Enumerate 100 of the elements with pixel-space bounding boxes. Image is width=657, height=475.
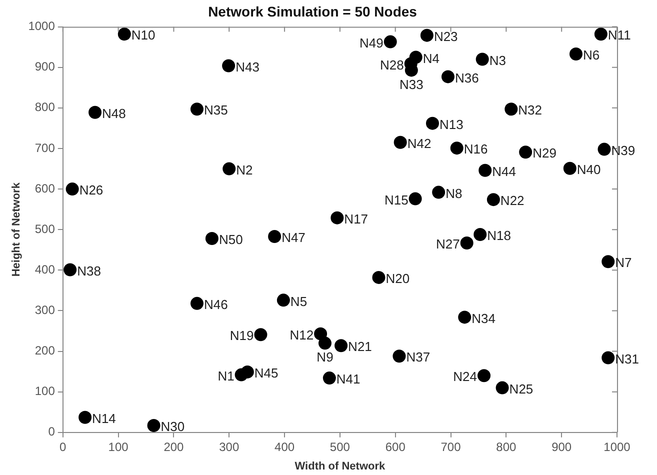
annotation: N39 [611,142,636,158]
point [496,381,509,394]
annotation: N40 [576,162,601,177]
x-tick-label: 600 [385,440,406,454]
annotation: N8 [446,186,462,201]
annotation: N21 [348,339,372,354]
point [118,28,131,41]
annotation: N49 [360,35,384,50]
annotation: N10 [131,28,156,43]
point [334,339,348,352]
y-tick-label: 1000 [28,19,56,34]
annotation: N27 [436,236,460,252]
annotation: N3 [489,52,506,68]
annotation: N36 [455,70,479,86]
annotation: N14 [92,410,116,426]
annotation: N38 [77,263,101,278]
point [602,351,615,364]
point [408,192,422,206]
annotation: N45 [254,366,278,381]
point [458,310,472,324]
y-tick-label: 0 [48,424,56,439]
point [519,146,532,159]
y-tick-label: 500 [34,222,56,236]
annotation: N22 [500,193,524,208]
point [563,162,576,175]
y-tick-label: 900 [34,60,56,74]
y-tick-label: 700 [34,140,56,155]
annotation: N4 [422,50,440,66]
point [78,410,92,424]
annotation: N18 [487,228,511,244]
point [486,193,500,206]
point [66,182,79,196]
annotation: N31 [615,351,639,366]
annotation: N33 [400,76,424,92]
point [384,35,397,48]
point [147,419,160,432]
annotation: N1 [218,368,234,384]
annotation: N26 [79,182,104,198]
annotation: N20 [386,271,410,286]
y-axis-title: Height of Network [10,182,23,277]
point [478,369,491,382]
point [88,106,102,119]
y-tick-label: 400 [34,262,56,276]
annotation: N46 [204,296,228,312]
point [598,142,611,156]
x-tick-label: 300 [219,440,240,454]
y-tick-label: 200 [34,344,56,358]
point [254,328,268,342]
point [394,136,407,149]
annotation: N41 [336,372,360,387]
annotation: N6 [582,48,600,63]
annotation: N15 [384,192,408,208]
point [322,372,336,385]
y-tick-label: 300 [34,303,56,318]
point [474,228,487,241]
annotation: N16 [464,142,488,157]
annotation: N9 [316,350,334,365]
annotation: N24 [453,369,478,384]
annotation: N43 [236,59,260,74]
annotation: N50 [218,232,243,248]
annotation: N28 [380,57,404,72]
point [450,142,464,155]
point [268,230,282,243]
point [420,28,434,42]
x-tick-label: 400 [274,440,295,454]
chart-title: Network Simulation = 50 Nodes [208,3,418,20]
point [222,162,236,176]
annotation: N7 [615,255,632,270]
annotation: N29 [532,146,556,161]
point [478,164,492,177]
x-tick-label: 200 [164,440,184,454]
annotation: N32 [518,102,542,118]
annotation: N37 [406,350,430,365]
point [426,116,439,130]
annotation: N11 [608,28,631,43]
annotation: N35 [204,102,228,118]
x-tick-label: 100 [108,440,129,454]
x-tick-label: 1000 [604,440,631,454]
annotation: N23 [434,28,458,44]
x-tick-label: 500 [330,440,350,454]
annotation: N30 [160,419,185,434]
x-tick-label: 700 [440,440,462,454]
point [602,255,615,268]
point [442,70,454,84]
annotation: N12 [290,327,314,342]
point [460,236,474,250]
annotation: N5 [290,294,308,309]
point [372,270,386,284]
x-axis-title: Width of Network [294,460,386,472]
point [276,294,290,307]
point [476,52,489,66]
point [205,232,218,246]
x-tick-label: 900 [552,440,572,454]
point [392,350,406,363]
annotation: N17 [344,211,368,226]
point [222,59,236,72]
annotation: N42 [407,136,432,151]
point [504,102,518,116]
x-tick-label: 0 [60,440,67,454]
point [64,263,77,276]
